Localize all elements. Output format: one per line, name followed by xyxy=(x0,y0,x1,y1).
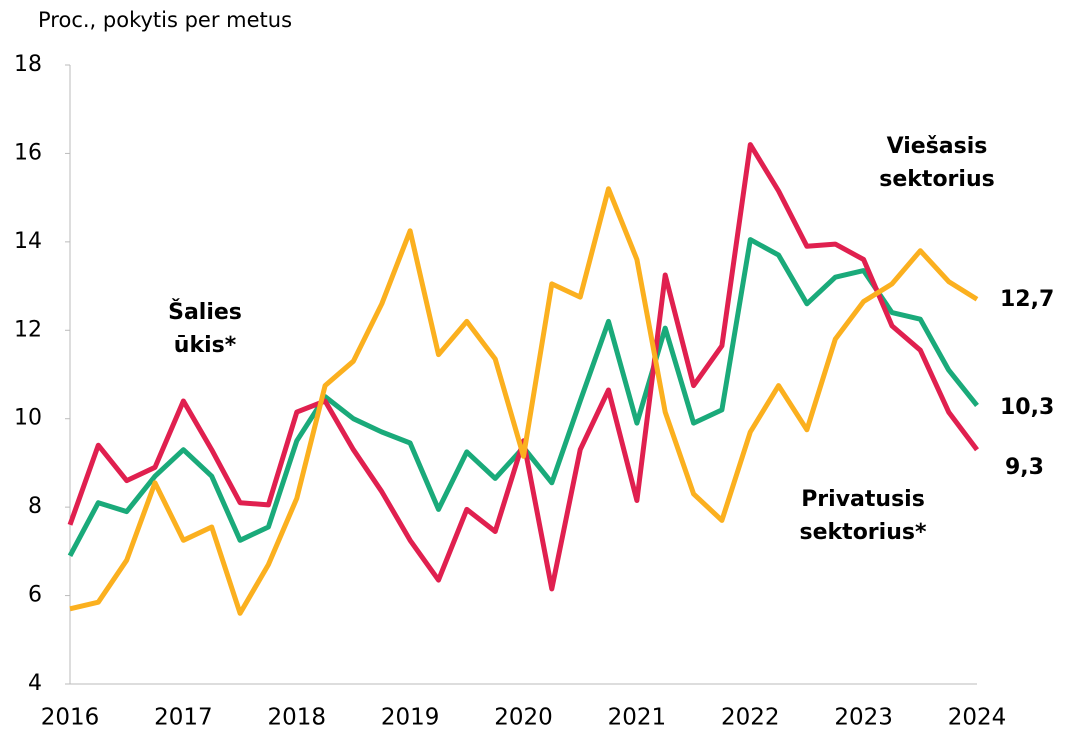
x-tick-label: 2021 xyxy=(608,705,667,731)
y-tick-label: 6 xyxy=(28,583,42,608)
x-tick-label: 2022 xyxy=(721,705,780,731)
y-axis-label: Proc., pokytis per metus xyxy=(38,8,292,32)
y-tick-label: 16 xyxy=(14,140,42,165)
y-tick-label: 10 xyxy=(14,406,42,431)
x-tick-label: 2016 xyxy=(41,705,100,731)
y-tick-label: 8 xyxy=(28,494,42,519)
y-tick-label: 12 xyxy=(14,317,42,342)
x-tick-label: 2019 xyxy=(381,705,440,731)
y-tick-label: 18 xyxy=(14,52,42,77)
series-line xyxy=(69,186,979,616)
series-name-label: Privatusis sektorius* xyxy=(800,487,927,545)
end-value-label: 9,3 xyxy=(1005,455,1044,480)
end-value-label: 12,7 xyxy=(1000,287,1054,312)
x-tick-label: 2020 xyxy=(494,705,553,731)
x-tick-label: 2018 xyxy=(267,705,326,731)
series-line xyxy=(67,142,979,592)
y-tick-label: 14 xyxy=(14,229,42,254)
x-tick-label: 2024 xyxy=(948,705,1007,731)
x-tick-label: 2023 xyxy=(834,705,893,731)
end-value-label: 10,3 xyxy=(1000,395,1054,420)
series-name-label: Šalies ūkis* xyxy=(168,299,242,358)
y-tick-label: 4 xyxy=(28,671,42,696)
series-name-label: Viešasis sektorius xyxy=(879,134,994,192)
x-tick-label: 2017 xyxy=(154,705,213,731)
